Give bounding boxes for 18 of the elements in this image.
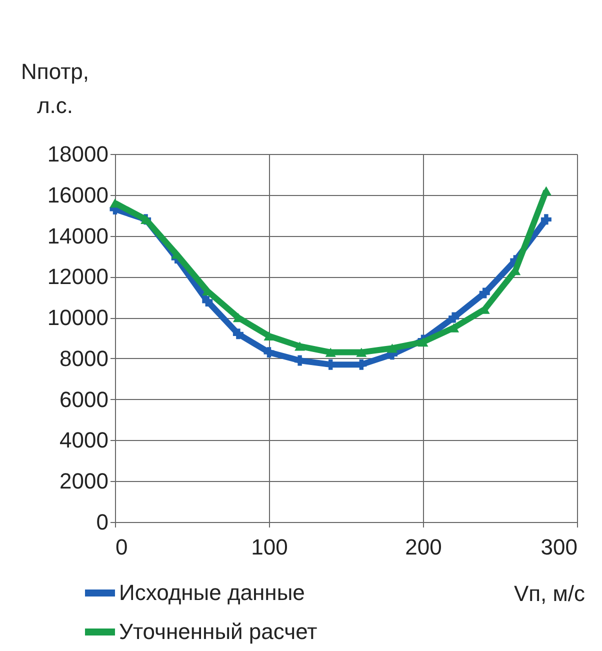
x-tick-label: 200	[405, 534, 442, 560]
x-axis-title: Vп, м/с	[514, 581, 585, 606]
y-tick-label: 6000	[60, 386, 108, 412]
y-tick-label: 4000	[60, 428, 108, 453]
x-tick-label: 0	[116, 534, 128, 560]
y-tick-label: 0	[96, 510, 108, 534]
y-tick-label: 12000	[47, 264, 108, 290]
x-tick-label: 100	[251, 534, 288, 560]
x-tick-label: 300	[540, 534, 578, 560]
y-tick-label: 10000	[47, 305, 108, 330]
legend-label: Исходные данные	[119, 580, 305, 605]
y-axis-title: Nпотр, л.с.	[21, 59, 89, 118]
y-tick-label: 8000	[60, 346, 108, 371]
legend-label: Уточненный расчет	[119, 619, 318, 644]
y-tick-label: 16000	[47, 182, 108, 208]
y-tick-label: 14000	[47, 223, 108, 248]
y-tick-label: 18000	[47, 142, 108, 166]
y-tick-label: 2000	[60, 468, 108, 494]
